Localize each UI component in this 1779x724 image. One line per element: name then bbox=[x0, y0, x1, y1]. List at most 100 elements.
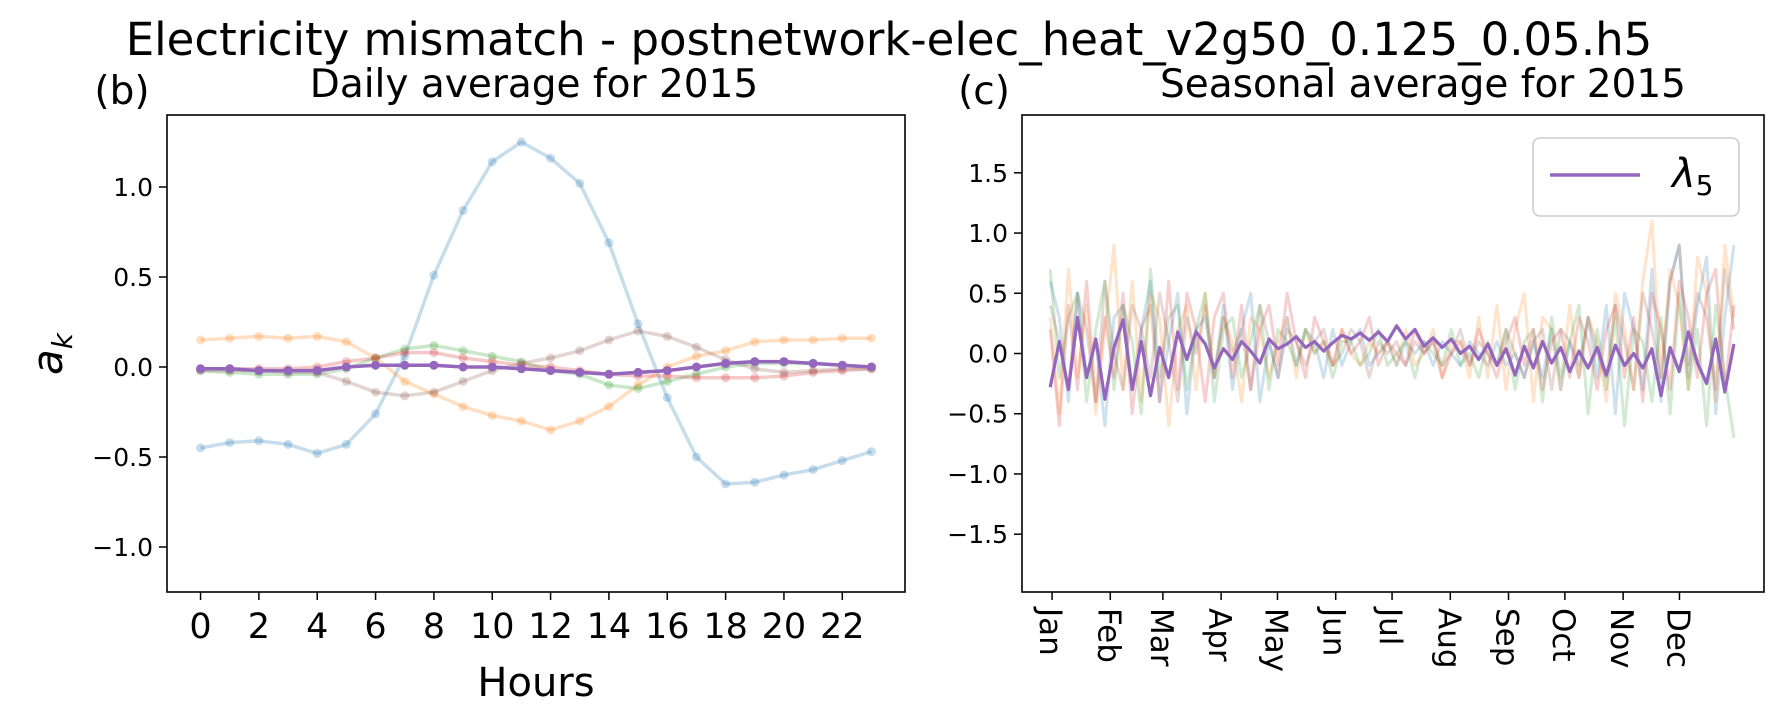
panel-b-series-0-point bbox=[196, 443, 206, 453]
panel-b-series-0-point bbox=[750, 477, 760, 487]
panel-c-x-tick-label: Feb bbox=[1090, 608, 1126, 663]
legend-label: λ5 bbox=[1670, 151, 1714, 202]
panel-b-series-line-0 bbox=[200, 140, 873, 486]
panel-b-series-5-point bbox=[254, 366, 264, 376]
panel-b-series-0-point bbox=[487, 157, 497, 167]
panel-b-series-0-point bbox=[429, 270, 439, 280]
panel-b-series-2-point bbox=[633, 384, 643, 394]
panel-b-series-2-point bbox=[429, 340, 439, 350]
panel-c-y-tick-label: 1.5 bbox=[968, 159, 1008, 188]
panel-b-series-1-point bbox=[196, 335, 206, 345]
panel-b-series-5-point bbox=[487, 362, 497, 372]
panel-b-series-1-point bbox=[283, 333, 293, 343]
panel-b-series-0-point bbox=[662, 393, 672, 403]
panel-b-series-2-point bbox=[691, 369, 701, 379]
panel-c-series-group bbox=[1048, 219, 1736, 439]
panel-b-series-2-point bbox=[604, 380, 614, 390]
panel-b-series-0-point bbox=[341, 439, 351, 449]
panel-b-series-2-point bbox=[371, 353, 381, 363]
panel-b-series-5-point bbox=[750, 357, 760, 367]
panel-b-series-0-point bbox=[371, 409, 381, 419]
panel-b-series-5-point bbox=[808, 358, 818, 368]
panel-b-label: (b) bbox=[94, 69, 149, 114]
panel-b-title: Daily average for 2015 bbox=[310, 62, 758, 107]
panel-b-x-tick-label: 6 bbox=[364, 607, 386, 647]
panel-b-series-5-point bbox=[837, 360, 847, 370]
panel-b-series-0-point bbox=[604, 238, 614, 248]
panel-c-x-tick-label: Dec bbox=[1659, 608, 1695, 668]
panel-b-x-tick-label: 22 bbox=[820, 607, 865, 647]
panel-b-series-3-point bbox=[400, 348, 410, 358]
panel-c-x-tick-label: May bbox=[1257, 608, 1293, 672]
panel-b-series-5-point bbox=[866, 362, 876, 372]
panel-b-series-2-point bbox=[487, 351, 497, 361]
panel-b-y-tick-label: 1.0 bbox=[113, 173, 153, 202]
panel-b-series-3-point bbox=[691, 373, 701, 383]
panel-b-series-5-point bbox=[312, 366, 322, 376]
panel-c-y-tick-label: 0.0 bbox=[968, 340, 1008, 369]
panel-b-series-3-point bbox=[750, 373, 760, 383]
panel-b-series-4-point bbox=[458, 376, 468, 386]
panel-c-label: (c) bbox=[958, 69, 1010, 114]
panel-c-legend: λ5 bbox=[1532, 137, 1740, 217]
panel-b-x-axis: 0 2 4 6 8 10 12 14 16 18 20 22 bbox=[189, 592, 865, 647]
panel-c-x-tick-label: Aug bbox=[1430, 608, 1466, 669]
panel-c-series-line-5 bbox=[1048, 315, 1736, 401]
panel-b-series-0-point bbox=[458, 205, 468, 215]
panel-b-series-1-point bbox=[371, 353, 381, 363]
panel-b-series-4-point bbox=[429, 387, 439, 397]
daily-average-panel: (b) Daily average for 2015 −1.0 −0.5 0.0 0.… bbox=[23, 62, 906, 706]
panel-c-x-tick-label: Jan bbox=[1032, 606, 1068, 656]
panel-b-series-4-point bbox=[691, 342, 701, 352]
panel-b-x-tick-label: 8 bbox=[423, 607, 445, 647]
panel-b-series-1-point bbox=[516, 416, 526, 426]
panel-c-y-tick-label: 1.0 bbox=[968, 219, 1008, 248]
panel-b-series-5-point bbox=[225, 364, 235, 374]
panel-c-x-axis: Jan Feb Mar Apr May Jun Jul Aug Sep Oct Nov Dec bbox=[1032, 592, 1695, 672]
panel-b-series-3-point bbox=[371, 353, 381, 363]
panel-b-series-4-point bbox=[808, 366, 818, 376]
panel-b-series-5-point bbox=[341, 362, 351, 372]
panel-b-x-axis-label: Hours bbox=[477, 660, 594, 706]
panel-b-series-4-point bbox=[371, 387, 381, 397]
panel-b-series-3-point bbox=[458, 353, 468, 363]
panel-b-series-3-point bbox=[429, 348, 439, 358]
panel-b-series-line-4 bbox=[200, 329, 872, 398]
panel-b-series-4-point bbox=[750, 364, 760, 374]
panel-b-series-2-point bbox=[516, 357, 526, 367]
panel-b-y-tick-label: −1.0 bbox=[92, 533, 153, 562]
panel-b-series-3-point bbox=[721, 373, 731, 383]
panel-c-x-tick-label: Apr bbox=[1201, 608, 1237, 662]
panel-b-series-0-point bbox=[546, 153, 556, 163]
panel-b-series-2-point bbox=[458, 346, 468, 356]
panel-b-series-3-point bbox=[808, 367, 818, 377]
panel-b-series-4-point bbox=[400, 391, 410, 401]
panel-b-series-0-point bbox=[633, 319, 643, 329]
panel-b-series-1-point bbox=[633, 380, 643, 390]
panel-b-series-2-point bbox=[400, 344, 410, 354]
panel-b-series-5-point bbox=[400, 360, 410, 370]
panel-b-x-tick-label: 12 bbox=[528, 607, 573, 647]
panel-b-series-line-5 bbox=[200, 359, 872, 376]
panel-b-series-5-point bbox=[516, 364, 526, 374]
panel-b-series-4-point bbox=[341, 376, 351, 386]
panel-b-series-0-point bbox=[808, 465, 818, 475]
panel-b-series-4-point bbox=[604, 335, 614, 345]
panel-b-series-5-point bbox=[371, 360, 381, 370]
panel-b-series-0-point bbox=[691, 452, 701, 462]
panel-b-series-1-point bbox=[575, 416, 585, 426]
panel-b-series-0-point bbox=[779, 470, 789, 480]
panel-b-series-1-point bbox=[604, 402, 614, 412]
panel-b-series-5-point bbox=[575, 367, 585, 377]
panel-b-series-5-point bbox=[196, 364, 206, 374]
panel-c-x-tick-label: Nov bbox=[1603, 608, 1639, 669]
panel-b-x-tick-label: 14 bbox=[587, 607, 632, 647]
panel-b-series-1-point bbox=[341, 337, 351, 347]
panel-c-y-tick-label: −1.0 bbox=[947, 460, 1008, 489]
panel-b-series-5-point bbox=[779, 357, 789, 367]
panel-b-x-tick-label: 0 bbox=[189, 607, 211, 647]
panel-b-series-5-point bbox=[633, 367, 643, 377]
panel-b-y-tick-label: 0.5 bbox=[113, 263, 153, 292]
panel-b-series-5-point bbox=[604, 369, 614, 379]
